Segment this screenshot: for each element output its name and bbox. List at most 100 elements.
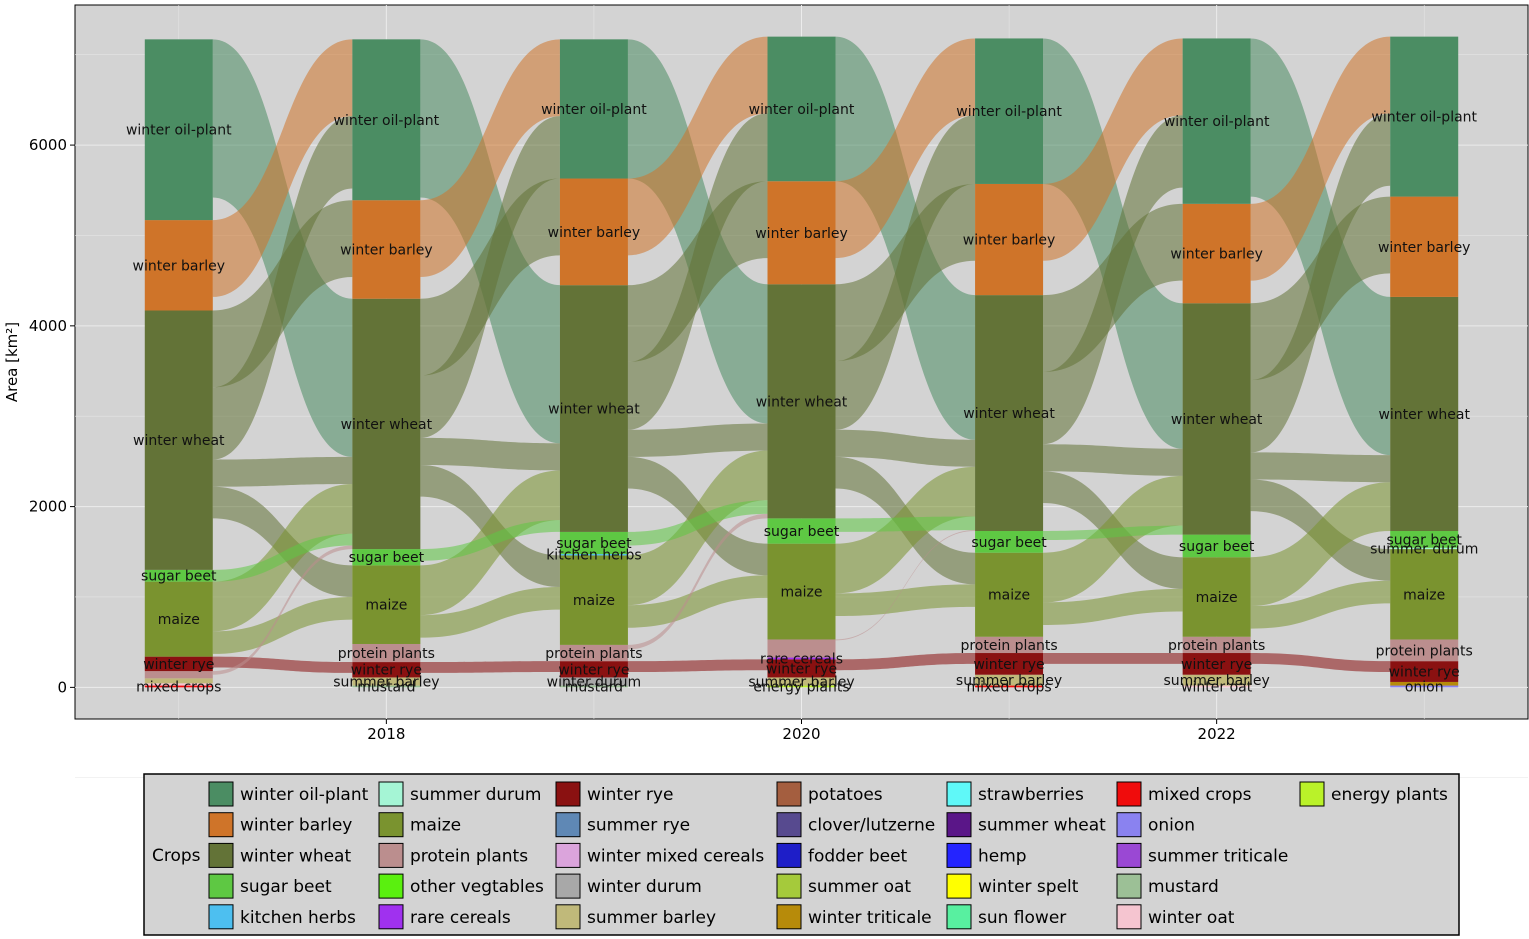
legend-swatch — [776, 842, 802, 868]
node-label: onion — [1405, 679, 1444, 695]
crop-node — [975, 183, 1044, 296]
crop-node — [559, 685, 628, 688]
crop-node — [767, 181, 836, 285]
crop-node — [1390, 685, 1459, 688]
crop-node — [559, 555, 628, 645]
legend-swatch — [1299, 781, 1325, 807]
legend-swatch — [208, 781, 234, 807]
flow-band — [212, 39, 353, 297]
crop-node — [559, 39, 628, 179]
legend-swatch — [555, 812, 581, 838]
node-label: sugar beet — [764, 524, 840, 540]
legend-label: summer wheat — [978, 816, 1106, 836]
node-label: protein plants — [960, 638, 1057, 654]
crop-node — [767, 657, 836, 660]
node-label: winter barley — [1170, 247, 1263, 263]
node-label: winter oil-plant — [1371, 110, 1477, 126]
node-label: winter oil-plant — [956, 104, 1062, 120]
y-tick-label: 2000 — [29, 498, 67, 516]
crop-node — [1390, 681, 1459, 686]
flow-band — [420, 39, 560, 278]
legend: Crops winter oil-plant winter barley winte… — [143, 773, 1460, 936]
node-label: winter barley — [963, 233, 1056, 249]
crop-node — [1390, 547, 1459, 550]
crop-node — [352, 200, 421, 299]
node-label: winter oil-plant — [749, 102, 855, 118]
node-labels: mixed crops winter rye maize sugar beet wint… — [126, 102, 1478, 696]
node-label: sugar beet — [349, 550, 425, 566]
legend-label: winter rye — [587, 785, 673, 805]
crop-node — [767, 639, 836, 658]
node-label: summer barley — [1164, 673, 1270, 689]
x-tick-label: 2020 — [782, 725, 820, 743]
node-label: winter barley — [340, 242, 433, 258]
flow-band — [627, 500, 768, 546]
crop-node — [144, 683, 213, 686]
node-label: winter durum — [547, 674, 642, 690]
flow-band — [627, 513, 768, 650]
legend-label: protein plants — [410, 846, 528, 866]
crop-node — [1182, 557, 1251, 637]
legend-label: rare cereals — [410, 908, 511, 928]
node-label: sugar beet — [1386, 532, 1462, 548]
flow-band — [627, 575, 768, 628]
crop-node — [767, 659, 836, 678]
flow-band — [1250, 113, 1391, 453]
legend-swatch — [208, 904, 234, 930]
crop-node — [559, 285, 628, 532]
crop-node — [975, 295, 1044, 532]
legend-swatch — [946, 842, 972, 868]
crop-node — [1182, 38, 1251, 204]
node-label: protein plants — [338, 646, 435, 662]
crop-node — [767, 543, 836, 640]
node-label: winter wheat — [756, 394, 848, 410]
node-label: winter oil-plant — [1164, 114, 1270, 130]
legend-label: clover/lutzerne — [808, 816, 935, 836]
x-tick-label: 2018 — [367, 725, 405, 743]
node-label: winter barley — [548, 225, 641, 241]
flow-band — [420, 661, 560, 673]
flow-band — [1043, 444, 1183, 476]
legend-swatch — [1116, 873, 1142, 899]
legend-label: onion — [1148, 816, 1195, 836]
flow-band — [420, 116, 560, 438]
legend-swatch — [555, 781, 581, 807]
crop-node — [975, 531, 1044, 553]
crop-node — [559, 178, 628, 286]
legend-label: sugar beet — [240, 877, 332, 897]
legend-swatch — [555, 904, 581, 930]
node-label: maize — [1403, 587, 1445, 603]
crop-node — [352, 685, 421, 688]
crop-node — [1182, 303, 1251, 535]
crop-node — [1390, 549, 1459, 640]
flow-band — [627, 423, 768, 457]
y-tick-label: 4000 — [29, 317, 67, 335]
node-label: summer barley — [333, 674, 439, 690]
node-label: maize — [365, 598, 407, 614]
flow-band — [1250, 580, 1391, 629]
crop-node — [144, 39, 213, 221]
node-label: energy plants — [753, 679, 849, 695]
crop-node — [1182, 636, 1251, 654]
flow-band — [212, 545, 353, 675]
legend-label: winter oat — [1148, 908, 1235, 928]
node-label: winter wheat — [1171, 412, 1263, 428]
legend-label: winter triticale — [808, 908, 932, 928]
legend-label: kitchen herbs — [240, 908, 356, 928]
legend-label: potatoes — [808, 785, 883, 805]
node-label: protein plants — [1376, 643, 1473, 659]
legend-label: other vegtables — [410, 877, 544, 897]
legend-label: winter barley — [240, 816, 352, 836]
flow-band — [835, 429, 976, 467]
crop-node — [144, 685, 213, 688]
node-label: winter rye — [143, 657, 214, 673]
legend-label: mustard — [1148, 877, 1219, 897]
node-label: winter wheat — [963, 406, 1055, 422]
flow-band — [1043, 475, 1183, 603]
flow-band — [1250, 482, 1391, 607]
crop-node — [1390, 36, 1459, 197]
legend-swatch — [378, 842, 404, 868]
crop-node — [559, 531, 628, 555]
crop-node — [144, 581, 213, 657]
node-label: summer barley — [956, 673, 1062, 689]
